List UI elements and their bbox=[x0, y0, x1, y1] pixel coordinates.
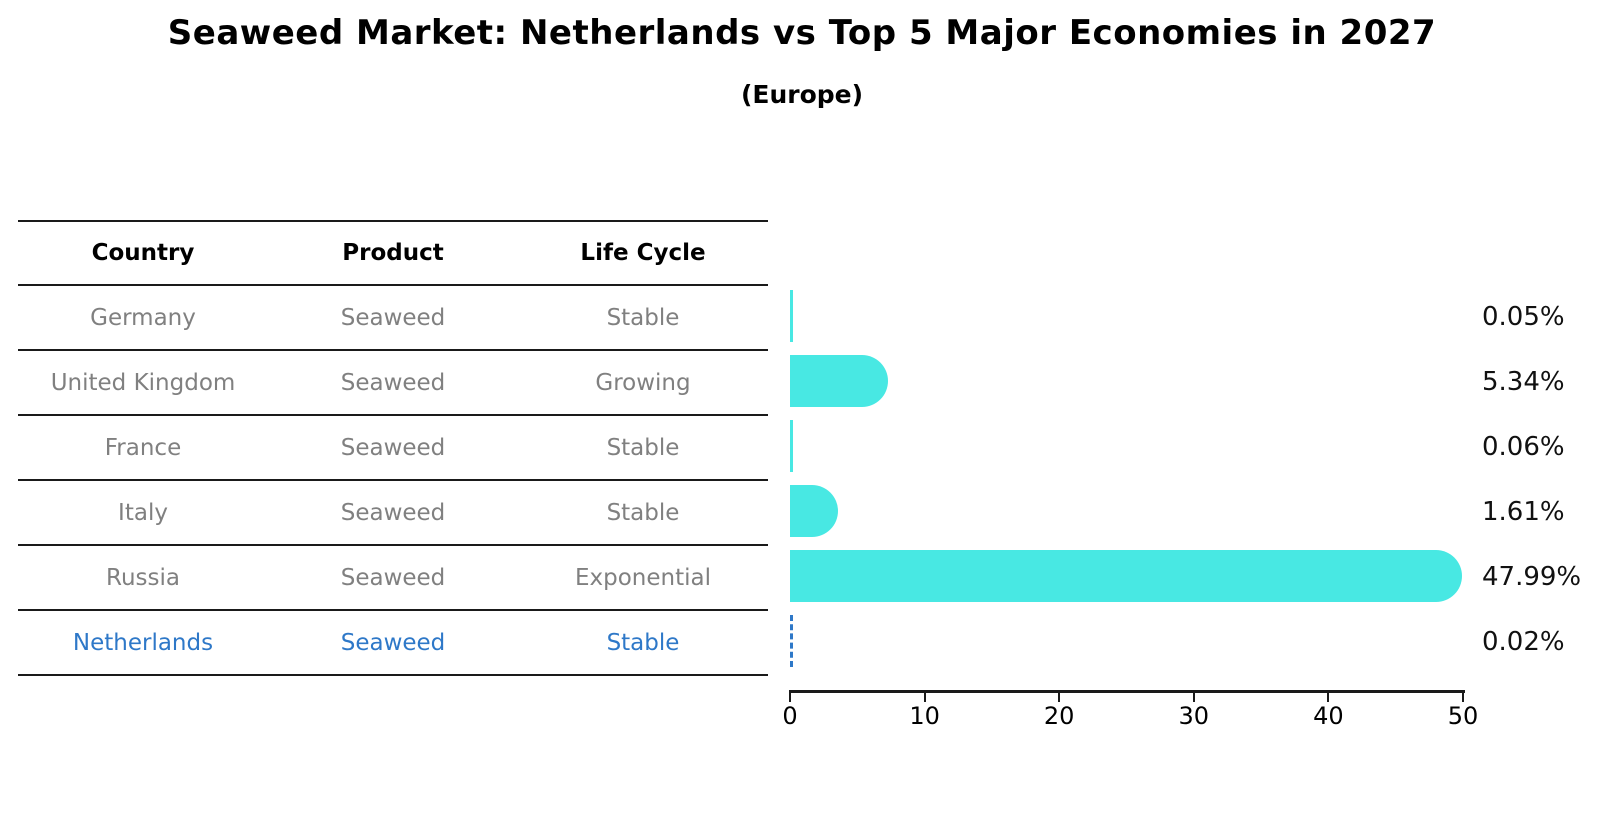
x-tick bbox=[1327, 693, 1330, 702]
cell-country: United Kingdom bbox=[50, 369, 236, 396]
country-table: Country Product Life Cycle Germany Seawe… bbox=[18, 220, 768, 676]
column-header-life-cycle: Life Cycle bbox=[580, 240, 706, 266]
page-title: Seaweed Market: Netherlands vs Top 5 Maj… bbox=[167, 13, 1437, 53]
x-tick-label: 50 bbox=[1447, 702, 1479, 730]
bar-italy bbox=[790, 485, 838, 537]
cell-product: Seaweed bbox=[340, 434, 446, 461]
bar-united-kingdom bbox=[790, 355, 888, 407]
bar-netherlands bbox=[790, 615, 793, 667]
cell-life-cycle: Stable bbox=[606, 434, 680, 461]
cell-life-cycle: Stable bbox=[606, 629, 680, 656]
value-label-column: 0.05% 5.34% 0.06% 1.61% 47.99% 0.02% bbox=[1482, 284, 1602, 674]
cell-country: Netherlands bbox=[72, 629, 214, 656]
x-tick-label: 0 bbox=[782, 702, 798, 730]
cell-product: Seaweed bbox=[340, 369, 446, 396]
value-label: 0.02% bbox=[1482, 626, 1565, 657]
table-row: Russia Seaweed Exponential bbox=[18, 546, 768, 611]
bar-row bbox=[790, 544, 1465, 609]
table-row: Germany Seaweed Stable bbox=[18, 286, 768, 351]
x-tick bbox=[789, 693, 791, 702]
table-header-row: Country Product Life Cycle bbox=[18, 220, 768, 286]
x-tick bbox=[1192, 693, 1195, 702]
cell-life-cycle: Stable bbox=[606, 499, 680, 526]
cell-life-cycle: Growing bbox=[595, 369, 691, 396]
x-tick-label: 10 bbox=[909, 702, 940, 730]
value-label: 47.99% bbox=[1482, 561, 1582, 592]
table-row: France Seaweed Stable bbox=[18, 416, 768, 481]
x-tick bbox=[1058, 693, 1061, 702]
value-label: 0.05% bbox=[1482, 301, 1565, 332]
x-tick-label: 40 bbox=[1313, 702, 1344, 730]
x-tick bbox=[1462, 693, 1464, 702]
value-label: 5.34% bbox=[1482, 366, 1565, 397]
x-tick-label: 30 bbox=[1178, 702, 1210, 730]
table-row: Italy Seaweed Stable bbox=[18, 481, 768, 546]
value-label: 1.61% bbox=[1482, 496, 1565, 527]
x-axis-line bbox=[789, 690, 1465, 693]
bar-plot-area bbox=[790, 284, 1465, 674]
cell-product: Seaweed bbox=[340, 499, 446, 526]
page-subtitle: (Europe) bbox=[740, 80, 864, 109]
bar-row bbox=[790, 284, 1465, 349]
x-tick bbox=[923, 693, 926, 702]
cell-product: Seaweed bbox=[340, 629, 446, 656]
cell-country: Russia bbox=[106, 564, 180, 591]
bar-row bbox=[790, 609, 1465, 674]
value-label: 0.06% bbox=[1482, 431, 1565, 462]
bar-france bbox=[790, 420, 793, 472]
bar-row bbox=[790, 349, 1465, 414]
bar-russia bbox=[790, 550, 1462, 602]
bar-row bbox=[790, 414, 1465, 479]
cell-country: Germany bbox=[90, 304, 196, 331]
table-row-highlighted: Netherlands Seaweed Stable bbox=[18, 611, 768, 676]
table-row: United Kingdom Seaweed Growing bbox=[18, 351, 768, 416]
cell-life-cycle: Stable bbox=[606, 304, 680, 331]
column-header-country: Country bbox=[91, 240, 195, 266]
column-header-product: Product bbox=[342, 240, 444, 266]
cell-product: Seaweed bbox=[340, 304, 446, 331]
x-tick-label: 20 bbox=[1043, 702, 1075, 730]
bar-germany bbox=[790, 290, 793, 342]
cell-country: Italy bbox=[118, 499, 168, 526]
bar-row bbox=[790, 479, 1465, 544]
cell-country: France bbox=[104, 434, 182, 461]
cell-life-cycle: Exponential bbox=[574, 564, 711, 591]
cell-product: Seaweed bbox=[340, 564, 446, 591]
